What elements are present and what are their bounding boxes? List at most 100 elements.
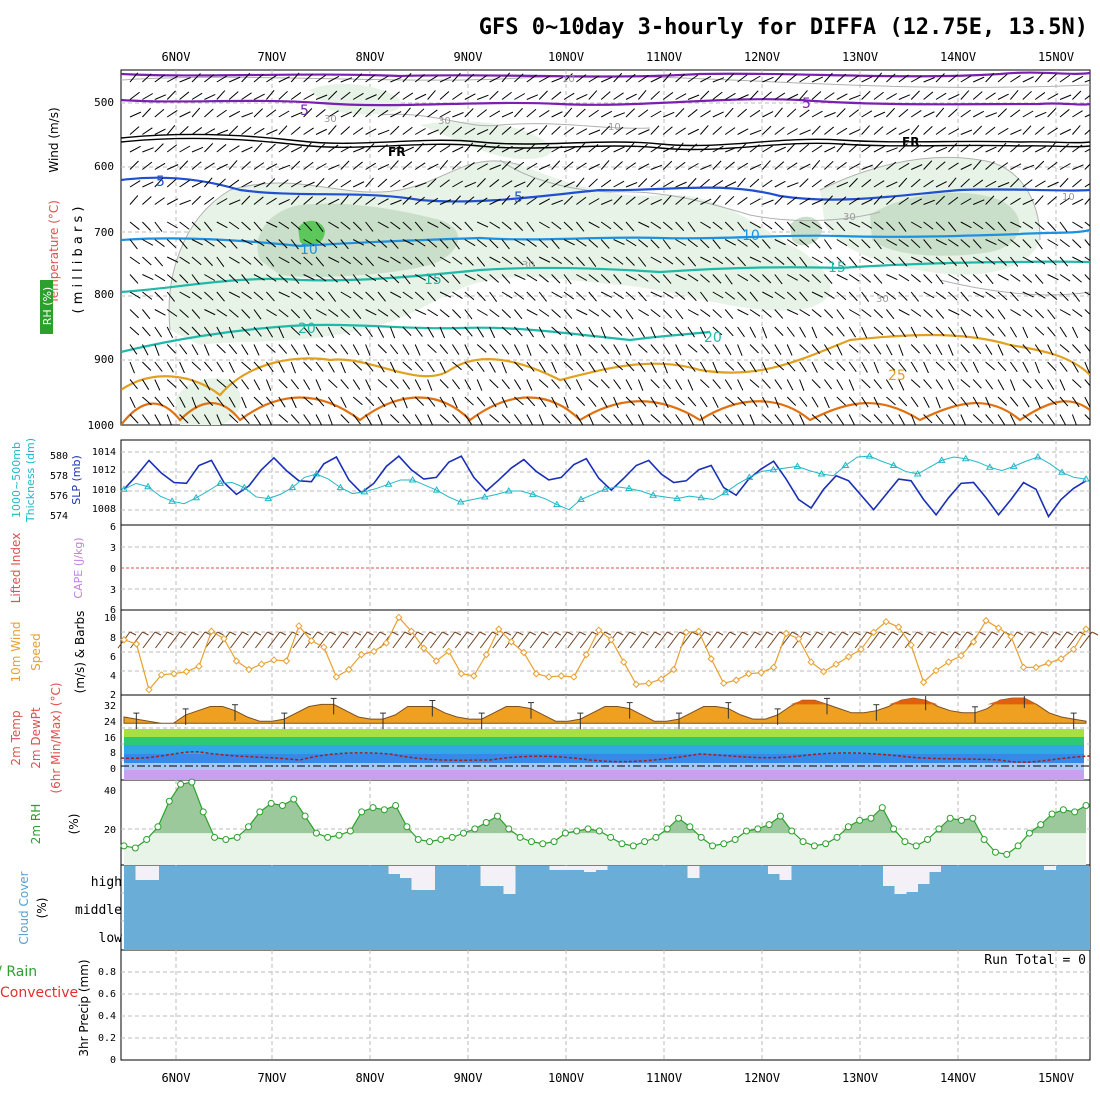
wind-barb: [439, 76, 452, 83]
wind-barb: [166, 178, 177, 188]
wind-barb: [1010, 344, 1020, 353]
wind-barb-10m: [354, 631, 368, 649]
wind-barb: [576, 221, 585, 232]
cloud-bar-high: [917, 866, 930, 884]
wind-barb: [650, 396, 658, 408]
wind-barb: [910, 344, 920, 354]
wind-barb: [476, 74, 488, 83]
rh-marker: [663, 825, 671, 833]
wind-barb-flag: [392, 631, 399, 636]
wind-barb: [576, 396, 586, 406]
wind-barb: [786, 93, 799, 100]
wind-barb: [365, 108, 375, 118]
wind-barb: [191, 195, 201, 205]
wind-barb-10m: [155, 631, 168, 649]
wind-barb: [823, 396, 830, 409]
wind-barb: [166, 396, 175, 408]
wind-barb: [910, 274, 921, 283]
wind-barb: [886, 221, 896, 231]
wind-barb: [340, 326, 351, 336]
wind-barb: [737, 326, 745, 338]
wind-barb: [811, 239, 821, 249]
wind-barb-flag: [467, 631, 474, 636]
wind-barb: [972, 91, 983, 100]
wind-barb: [452, 112, 464, 118]
wind-barb: [638, 143, 648, 153]
wind-barb: [514, 93, 526, 100]
wind-barb: [191, 221, 201, 231]
wind-barb: [824, 274, 833, 285]
wind-barb: [972, 239, 982, 249]
wind-barb: [253, 127, 265, 135]
rh-yticks: 40 20: [104, 786, 116, 836]
minmax-axis-label: (6hr Min/Max) (°C): [49, 682, 63, 793]
wind-barb: [142, 73, 152, 83]
wind-barb: [253, 93, 265, 100]
wind-barb: [1022, 396, 1030, 408]
wind-barb: [823, 239, 832, 250]
rh-marker: [607, 833, 615, 841]
wind-barb: [588, 90, 598, 100]
wind-speed-marker: [719, 679, 728, 688]
wind-barb: [551, 199, 563, 205]
wind-barb: [650, 274, 661, 283]
wind-barb: [303, 108, 313, 118]
wind-barb: [241, 161, 251, 170]
wind-barb: [303, 221, 313, 232]
ytick: 0: [110, 764, 116, 775]
wind-barb: [352, 291, 364, 300]
wind-barb: [724, 221, 735, 231]
wind-barb: [563, 239, 575, 246]
wind-barb: [439, 239, 449, 249]
wind-barb: [662, 239, 671, 250]
rh-label-30: 30: [324, 114, 337, 125]
wind-barb: [898, 291, 908, 301]
wind-barb: [811, 179, 822, 188]
wind-speed-marker: [595, 626, 603, 634]
wind-barb: [191, 344, 199, 356]
wind-barb: [191, 309, 201, 319]
wind-barb: [675, 361, 685, 371]
wind-barb: [228, 110, 241, 118]
wind-barb: [886, 274, 898, 281]
wind-barb: [427, 129, 439, 135]
wind-barb: [179, 309, 189, 318]
wind-barb: [154, 177, 164, 188]
wind-barb: [414, 309, 427, 316]
wind-barb: [551, 221, 562, 230]
wind-barb: [985, 146, 997, 153]
wind-barb: [625, 127, 637, 135]
rh-marker: [776, 812, 784, 820]
wind-barb: [501, 291, 513, 299]
wind-barb: [1059, 256, 1069, 267]
wind-barb: [551, 291, 563, 299]
wind-barb: [1034, 256, 1046, 265]
wind-speed-marker: [482, 650, 491, 659]
wind-barb: [700, 75, 712, 83]
wind-barb: [204, 274, 216, 281]
wind-barb: [985, 309, 995, 319]
wind-barb: [142, 107, 151, 118]
wind-barb: [1022, 256, 1034, 264]
rh-marker: [1082, 802, 1090, 809]
wind-barb-flag: [929, 631, 936, 636]
wind-barb: [638, 256, 647, 267]
wind-barb: [340, 239, 349, 250]
wind-barb: [216, 344, 226, 354]
rh-marker: [720, 840, 728, 848]
wind-barb: [154, 414, 162, 425]
wind-barb: [1059, 143, 1070, 153]
wind-speed-marker: [907, 641, 915, 649]
wind-axis-label: 10m Wind: [9, 622, 23, 683]
lifted-index-axis-label: Lifted Index: [9, 533, 23, 604]
wind-barb: [675, 396, 685, 406]
wind-barb: [861, 239, 871, 249]
wind-barb: [762, 179, 773, 188]
wind-barb: [700, 221, 711, 229]
wind-barb-10m: [667, 631, 681, 649]
wind-barb: [613, 239, 625, 246]
wind-barb: [253, 196, 264, 205]
wind-barb: [402, 274, 411, 285]
wind-barb: [501, 309, 511, 319]
wind-barb: [799, 163, 811, 170]
